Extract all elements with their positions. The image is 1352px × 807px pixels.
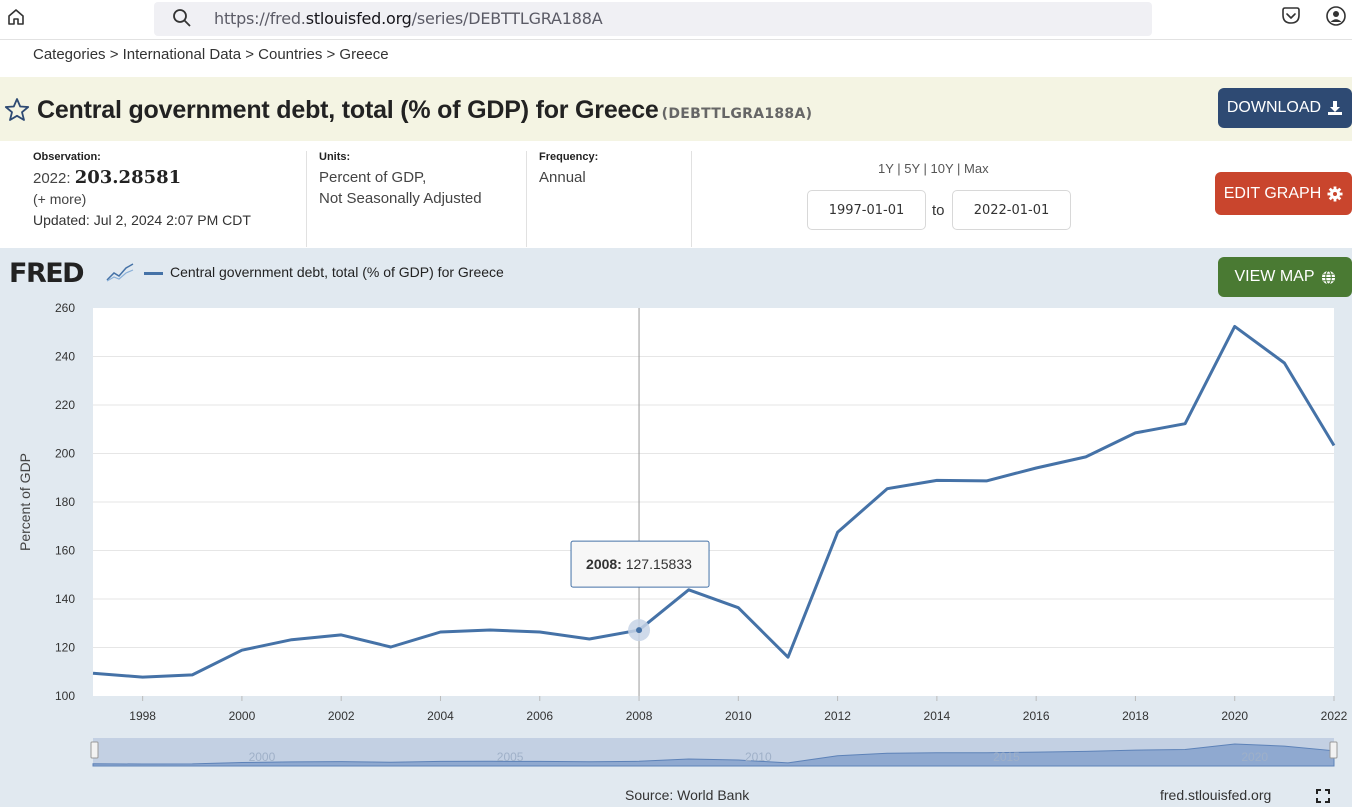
breadcrumb[interactable]: Categories > International Data > Countr… [33,46,389,63]
frequency-block: Frequency: Annual [539,151,598,188]
y-tick-label: 200 [55,447,75,461]
units-label: Units: [319,151,351,163]
divider [306,151,307,247]
y-tick-label: 260 [55,301,75,315]
more-observations-link[interactable]: (+ more) [33,191,87,207]
divider [691,151,692,247]
navigator-handle[interactable] [90,741,99,759]
units-line2: Not Seasonally Adjusted [319,190,482,207]
updated-text: Updated: Jul 2, 2024 2:07 PM CDT [33,212,251,228]
star-icon[interactable] [4,97,30,123]
y-tick-label: 180 [55,495,75,509]
y-tick-label: 220 [55,398,75,412]
view-map-button[interactable]: VIEW MAP [1218,257,1352,297]
series-meta: Observation: 2022: 203.28581 (+ more) Up… [0,141,1352,248]
y-tick-label: 100 [55,689,75,703]
data-point [636,627,643,634]
fred-logo[interactable]: FRED [9,258,85,289]
units-line1: Percent of GDP, [319,169,427,186]
x-tick-label: 2002 [328,709,355,723]
navigator-handle[interactable] [1329,741,1338,759]
y-axis-label: Percent of GDP [17,453,33,551]
observation-block: Observation: 2022: 203.28581 (+ more) Up… [33,151,251,231]
account-icon[interactable] [1325,5,1347,27]
fullscreen-icon[interactable] [1316,789,1330,803]
series-id: (DEBTTLGRA188A) [661,106,813,122]
x-tick-label: 2010 [725,709,752,723]
home-icon[interactable] [5,6,27,28]
series-title-bar: Central government debt, total (% of GDP… [0,77,1352,141]
x-tick-label: 2014 [924,709,951,723]
x-tick-label: 2004 [427,709,454,723]
range-links[interactable]: 1Y | 5Y | 10Y | Max [878,161,989,176]
legend-swatch [144,272,163,275]
frequency-value: Annual [539,169,586,186]
tooltip-text: 2008: 127.15833 [586,556,692,572]
navigator-label: 2010 [745,750,772,764]
address-bar[interactable]: https://fred.stlouisfed.org/series/DEBTT… [154,2,1152,36]
url-text[interactable]: https://fred.stlouisfed.org/series/DEBTT… [214,9,603,28]
search-icon [173,9,191,27]
legend-label: Central government debt, total (% of GDP… [170,264,504,280]
edit-graph-button[interactable]: EDIT GRAPH [1215,172,1352,215]
x-tick-label: 2018 [1122,709,1149,723]
y-tick-label: 160 [55,544,75,558]
x-tick-label: 2008 [626,709,653,723]
page-title: Central government debt, total (% of GDP… [37,96,813,124]
source-text: Source: World Bank [625,787,750,803]
observation-label: Observation: [33,151,101,163]
start-date-input[interactable]: 1997-01-01 [807,190,926,230]
navigator-label: 2005 [497,750,524,764]
divider [526,151,527,247]
date-to-label: to [932,202,945,219]
y-tick-label: 240 [55,350,75,364]
x-tick-label: 2000 [229,709,256,723]
gear-icon [1327,186,1343,201]
x-tick-label: 2020 [1221,709,1248,723]
x-tick-label: 2006 [526,709,553,723]
pocket-icon[interactable] [1280,5,1302,27]
navigator-label: 2020 [1241,750,1268,764]
navigator-label: 2000 [249,750,276,764]
tooltip-box [570,540,710,588]
navigator-label: 2015 [993,750,1020,764]
end-date-input[interactable]: 2022-01-01 [952,190,1071,230]
download-icon [1328,101,1343,115]
observation-year: 2022: [33,170,71,187]
line-chart[interactable]: 100 120 140 160 180 200 220 240 260 1998 2000 2002 2… [0,248,1352,807]
units-block: Units: Percent of GDP, Not Seasonally Ad… [319,151,482,209]
browser-toolbar: https://fred.stlouisfed.org/series/DEBTT… [0,0,1352,40]
fred-url-text[interactable]: fred.stlouisfed.org [1160,787,1272,803]
x-tick-label: 2016 [1023,709,1050,723]
observation-value: 203.28581 [74,167,182,188]
download-button[interactable]: DOWNLOAD [1218,88,1352,128]
navigator-series [92,743,1335,767]
series-line [92,324,1336,679]
frequency-label: Frequency: [539,151,599,163]
chart-logo-icon [106,263,134,282]
x-tick-label: 1998 [129,709,156,723]
y-tick-label: 120 [55,641,75,655]
x-tick-label: 2012 [824,709,851,723]
graph-area: 100 120 140 160 180 200 220 240 260 1998 2000 2002 2… [0,248,1352,807]
y-tick-label: 140 [55,592,75,606]
x-tick-label: 2022 [1321,709,1348,723]
globe-icon [1321,269,1335,285]
